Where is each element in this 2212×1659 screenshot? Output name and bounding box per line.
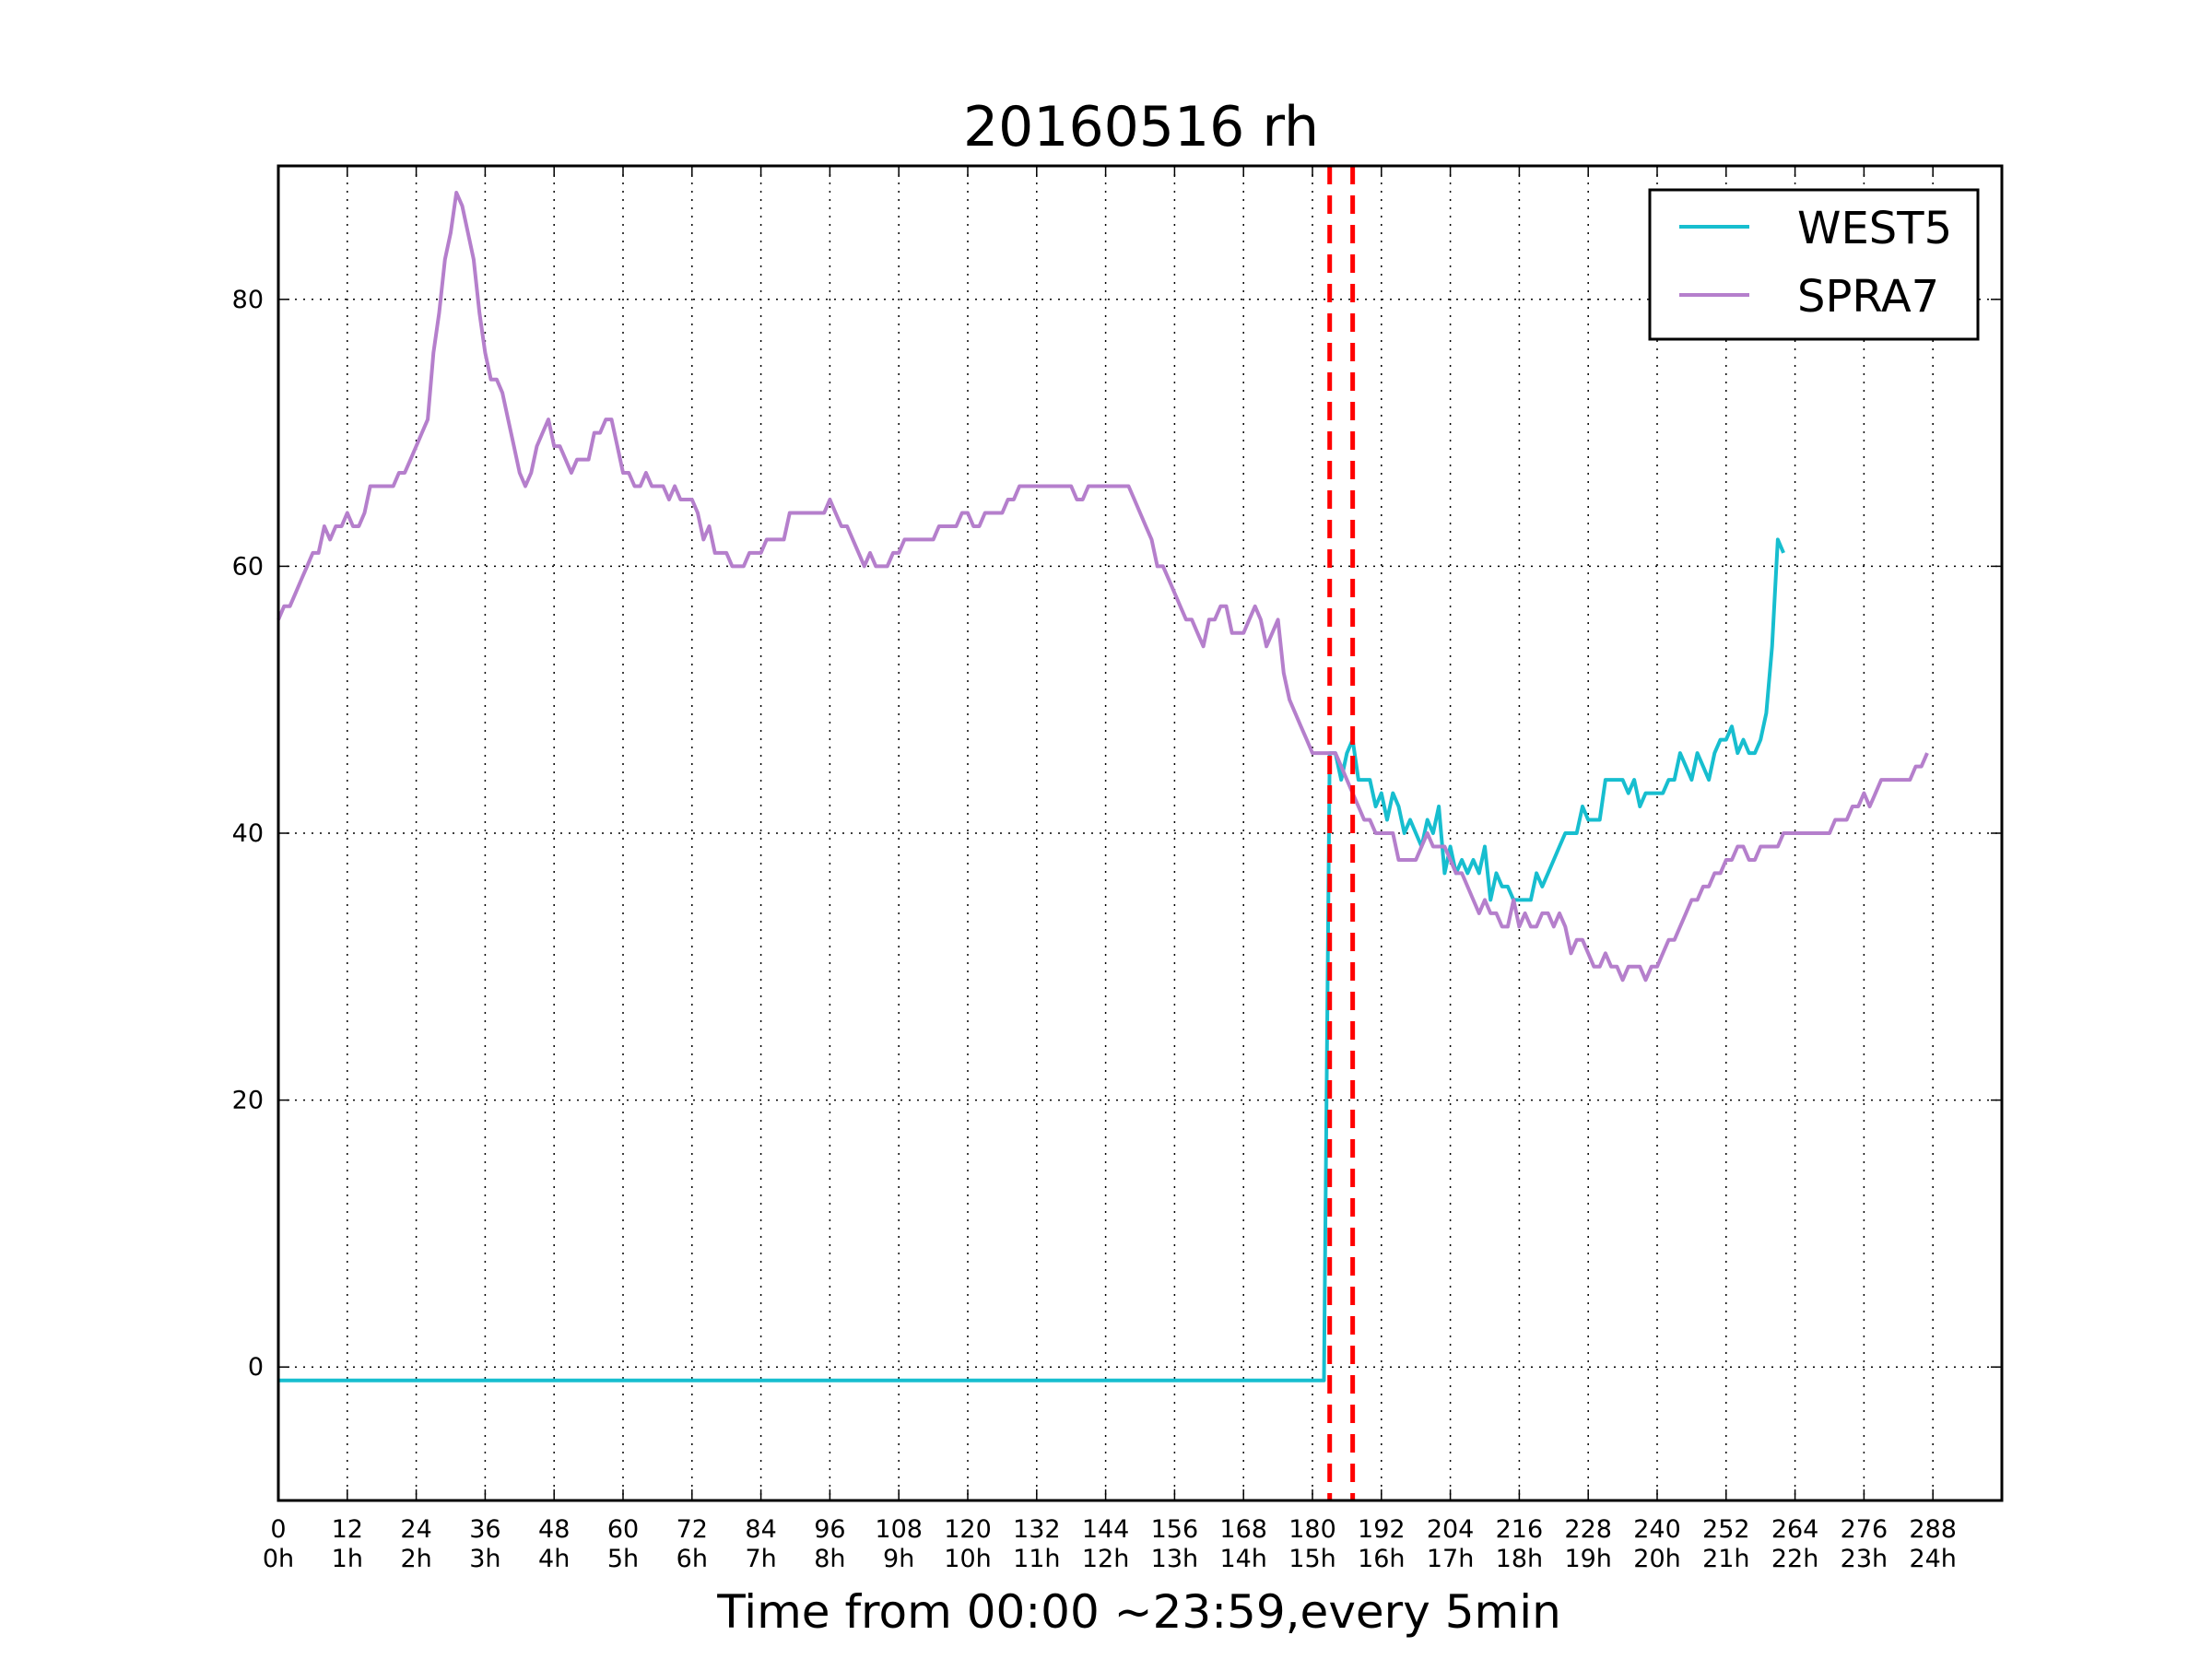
x-tick-label-hour: 19h (1564, 1545, 1611, 1573)
x-tick-label-hour: 23h (1841, 1545, 1888, 1573)
series-line-west5 (278, 537, 1785, 1382)
x-tick-label-hour: 2h (400, 1545, 431, 1573)
x-tick-label: 0 (270, 1515, 286, 1544)
x-tick-label-hour: 5h (607, 1545, 639, 1573)
legend-label-west5: WEST5 (1797, 203, 1952, 254)
x-tick-label-hour: 6h (677, 1545, 708, 1573)
x-tick-label: 168 (1219, 1515, 1267, 1544)
x-tick-label: 288 (1909, 1515, 1957, 1544)
x-tick-label-hour: 9h (883, 1545, 914, 1573)
series-line-spra7 (276, 191, 1929, 982)
marker-layer (1327, 166, 1356, 1500)
x-tick-label-hour: 7h (745, 1545, 776, 1573)
y-tick-label: 80 (232, 286, 264, 314)
legend-box (1648, 188, 1980, 341)
x-tick-label-hour: 20h (1633, 1545, 1680, 1573)
y-tick-label: 20 (232, 1087, 264, 1115)
x-tick-label-hour: 24h (1909, 1545, 1956, 1573)
x-tick-label-hour: 0h (263, 1545, 294, 1573)
x-tick-label-hour: 22h (1771, 1545, 1818, 1573)
x-tick-label-hour: 3h (469, 1545, 500, 1573)
x-tick-label-hour: 14h (1219, 1545, 1266, 1573)
x-tick-label: 156 (1151, 1515, 1199, 1544)
x-tick-label-hour: 13h (1151, 1545, 1198, 1573)
x-tick-label: 72 (677, 1515, 708, 1544)
x-tick-label-hour: 1h (332, 1545, 363, 1573)
legend: WEST5 SPRA7 (1648, 188, 1980, 341)
x-tick-label-hour: 8h (814, 1545, 845, 1573)
x-tick-label: 36 (469, 1515, 500, 1544)
x-tick-label: 204 (1427, 1515, 1475, 1544)
x-tick-label: 276 (1841, 1515, 1888, 1544)
x-tick-label: 12 (332, 1515, 363, 1544)
x-tick-label: 120 (944, 1515, 992, 1544)
x-tick-label: 144 (1082, 1515, 1130, 1544)
legend-label-spra7: SPRA7 (1797, 271, 1939, 323)
x-tick-label: 180 (1288, 1515, 1336, 1544)
x-tick-label: 84 (745, 1515, 776, 1544)
x-tick-label: 48 (538, 1515, 570, 1544)
x-tick-label: 192 (1358, 1515, 1406, 1544)
x-tick-label: 228 (1564, 1515, 1612, 1544)
chart-title: 20160516 rh (963, 95, 1319, 159)
x-tick-label-hour: 17h (1427, 1545, 1474, 1573)
x-tick-label: 252 (1702, 1515, 1750, 1544)
x-tick-label: 24 (400, 1515, 431, 1544)
x-tick-label-hour: 12h (1082, 1545, 1129, 1573)
ticks: 00h121h242h363h484h605h726h847h968h1089h… (232, 166, 2002, 1573)
series-layer (276, 191, 1929, 1382)
x-tick-label-hour: 11h (1013, 1545, 1060, 1573)
x-tick-label: 132 (1013, 1515, 1061, 1544)
x-tick-label-hour: 4h (538, 1545, 570, 1573)
y-tick-label: 0 (248, 1353, 264, 1382)
y-tick-label: 60 (232, 552, 264, 581)
x-tick-label: 108 (875, 1515, 923, 1544)
x-tick-label-hour: 16h (1358, 1545, 1405, 1573)
x-tick-label: 96 (814, 1515, 845, 1544)
x-tick-label: 60 (607, 1515, 639, 1544)
y-tick-label: 40 (232, 819, 264, 848)
x-tick-label-hour: 15h (1288, 1545, 1335, 1573)
x-tick-label: 264 (1771, 1515, 1819, 1544)
x-tick-label: 240 (1633, 1515, 1681, 1544)
x-tick-label-hour: 18h (1496, 1545, 1543, 1573)
x-tick-label: 216 (1496, 1515, 1544, 1544)
x-tick-label-hour: 21h (1702, 1545, 1749, 1573)
x-tick-label-hour: 10h (944, 1545, 991, 1573)
x-axis-label: Time from 00:00 ~23:59,every 5min (716, 1585, 1561, 1639)
